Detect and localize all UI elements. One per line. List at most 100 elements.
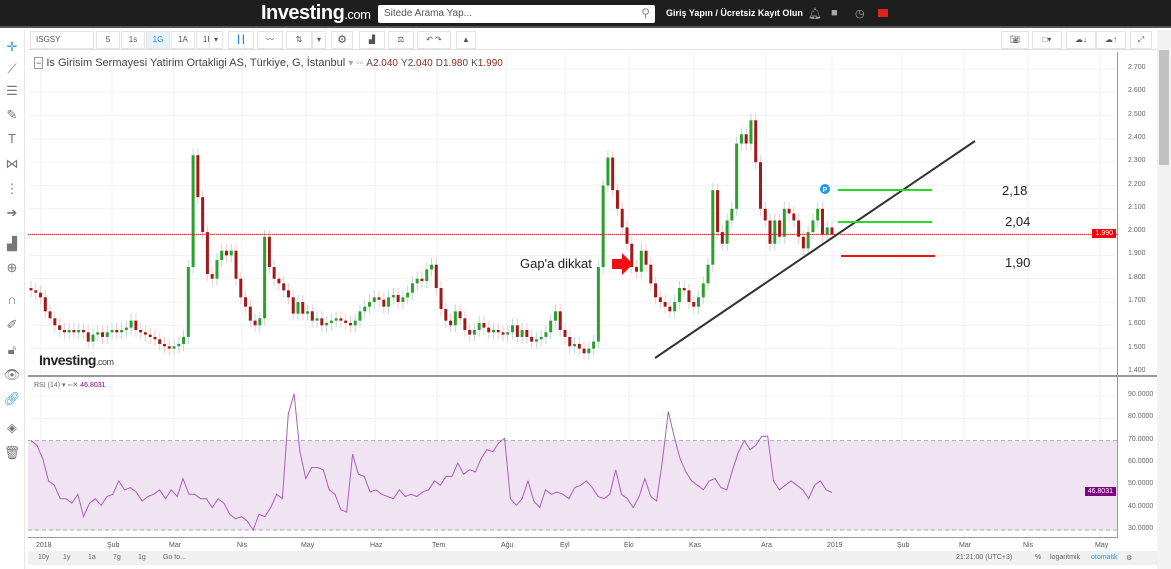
settings-icon[interactable]: ⚙ [1126, 555, 1133, 562]
candle [77, 329, 81, 333]
alert-icon[interactable]: ▲ [456, 31, 476, 49]
interval-1G[interactable]: 1G [146, 31, 170, 49]
last-price-tag: 1.990 [1092, 229, 1116, 239]
price-axis[interactable] [1117, 52, 1155, 537]
interval-1A[interactable]: 1A [171, 31, 195, 49]
percent-toggle[interactable]: % [1035, 554, 1042, 561]
chart-toolbar: ISGSY 5 1s 1G 1A 1H ▾ ┃┃ 〰 ⇅ ▾ ⚙ ▟ ⚖ ↶ ↷ ▲ 📷… [28, 30, 1158, 50]
zoom-in-icon[interactable]: ⊕ [6, 260, 18, 275]
candle [673, 302, 677, 312]
scrollbar-thumb[interactable] [1159, 50, 1169, 165]
candle [687, 290, 691, 302]
candle [601, 185, 605, 268]
level-label-204[interactable]: 2,04 [1005, 214, 1031, 229]
search-input[interactable]: Sitede Arama Yap... ⚲ [378, 5, 655, 23]
fullscreen-icon[interactable]: ⤢ [1130, 31, 1152, 49]
candle [153, 336, 157, 340]
clock-icon[interactable]: ◷ [855, 8, 865, 20]
time-axis[interactable] [28, 537, 1118, 551]
auto-toggle[interactable]: otomatik [1091, 554, 1118, 561]
unlock-icon[interactable]: 🔓︎ [7, 342, 17, 357]
range-1[interactable]: 1y [63, 554, 71, 561]
range-0[interactable]: 10y [38, 554, 50, 561]
range-4[interactable]: 1g [138, 554, 146, 561]
forecast-icon[interactable]: ▟ [7, 236, 17, 251]
candle [639, 250, 643, 272]
log-toggle[interactable]: logaritmik [1050, 554, 1080, 561]
link-icon[interactable]: 🔗︎ [3, 391, 21, 406]
fib-icon[interactable]: ⋮ [5, 181, 19, 196]
color-box-icon[interactable]: □▾ [1032, 31, 1062, 49]
search-icon[interactable]: ⚲ [641, 6, 650, 20]
trash-icon[interactable]: 🗑︎ [3, 445, 21, 460]
rsi-line [30, 393, 833, 532]
indicators-icon[interactable]: ▟ [359, 31, 385, 49]
price-tick-label: 1.400 [1128, 366, 1146, 374]
magnet-icon[interactable]: ∩ [7, 292, 17, 307]
compare-dropdown[interactable]: ▾ [312, 31, 326, 49]
p-badge-label: P [823, 187, 828, 194]
candle [115, 329, 119, 333]
time-tick-label: May [1095, 542, 1109, 549]
briefcase-icon[interactable]: ■ [831, 7, 838, 19]
interval-dropdown[interactable]: ▾ [209, 31, 223, 49]
candle [635, 267, 639, 272]
brush-icon[interactable]: ✎ [6, 107, 18, 122]
candle [596, 267, 600, 342]
range-2[interactable]: 1a [88, 554, 96, 561]
candle [301, 302, 305, 314]
candle [573, 343, 577, 347]
layers-icon[interactable]: ◈ [7, 420, 17, 435]
cloud-upload-icon[interactable]: ☁↑ [1096, 31, 1126, 49]
candle [177, 343, 181, 347]
red-arrow-icon [612, 253, 633, 275]
range-5[interactable]: Go to... [163, 554, 186, 561]
interval-5[interactable]: 5 [96, 31, 120, 49]
price-tick-label: 1.600 [1128, 320, 1146, 328]
candle [101, 332, 105, 337]
level-label-190[interactable]: 1,90 [1005, 255, 1031, 270]
collapse-icon[interactable]: − [34, 57, 44, 69]
trendline-icon[interactable]: ⟋ [7, 61, 17, 76]
low-label: D [435, 58, 444, 69]
eye-icon[interactable]: 👁︎ [3, 367, 21, 382]
range-3[interactable]: 7g [113, 554, 121, 561]
text-icon[interactable]: T [8, 131, 16, 146]
investing-logo[interactable]: Investing.com [261, 2, 371, 25]
interval-1s[interactable]: 1s [121, 31, 145, 49]
compare-icon[interactable]: ⇅ [286, 31, 312, 49]
pattern-icon[interactable]: ⋈ [5, 156, 19, 171]
candle [224, 250, 228, 256]
scale-icon[interactable]: ⚖ [388, 31, 414, 49]
candle [792, 213, 796, 221]
cloud-download-icon[interactable]: ☁↓ [1066, 31, 1096, 49]
price-tick-label: 2.000 [1128, 227, 1146, 235]
candle [520, 329, 524, 337]
arrow-icon[interactable]: ➔ [6, 205, 18, 220]
settings-icon[interactable]: ⚙ [331, 31, 353, 49]
flag-tr-icon[interactable] [878, 9, 888, 17]
candle [553, 311, 557, 321]
level-label-218[interactable]: 2,18 [1002, 183, 1028, 198]
line-chart-icon[interactable]: 〰 [257, 31, 283, 49]
candle [344, 320, 348, 323]
gap-note[interactable]: Gap'a dikkat [520, 256, 592, 271]
undo-redo[interactable]: ↶ ↷ [417, 31, 451, 49]
crosshair-icon[interactable]: ✛ [6, 39, 18, 54]
pane-divider[interactable] [28, 375, 1157, 377]
candle [339, 318, 343, 321]
scrollbar[interactable] [1157, 30, 1171, 569]
candle [377, 297, 381, 300]
candle [201, 197, 205, 233]
lock-drawing-icon[interactable]: ✐ [6, 317, 18, 332]
time-tick-label: Ara [761, 542, 772, 549]
candle [811, 220, 815, 233]
login-link[interactable]: Giriş Yapın / Ücretsiz Kayıt Olun [666, 8, 803, 18]
parallel-lines-icon[interactable]: ☰ [6, 83, 18, 98]
symbol-input[interactable]: ISGSY [30, 31, 94, 49]
camera-icon[interactable]: 📷︎ [1001, 31, 1029, 49]
candles-icon[interactable]: ┃┃ [228, 31, 254, 49]
bell-icon[interactable]: 🔔︎ [808, 8, 822, 20]
candle [229, 250, 233, 256]
